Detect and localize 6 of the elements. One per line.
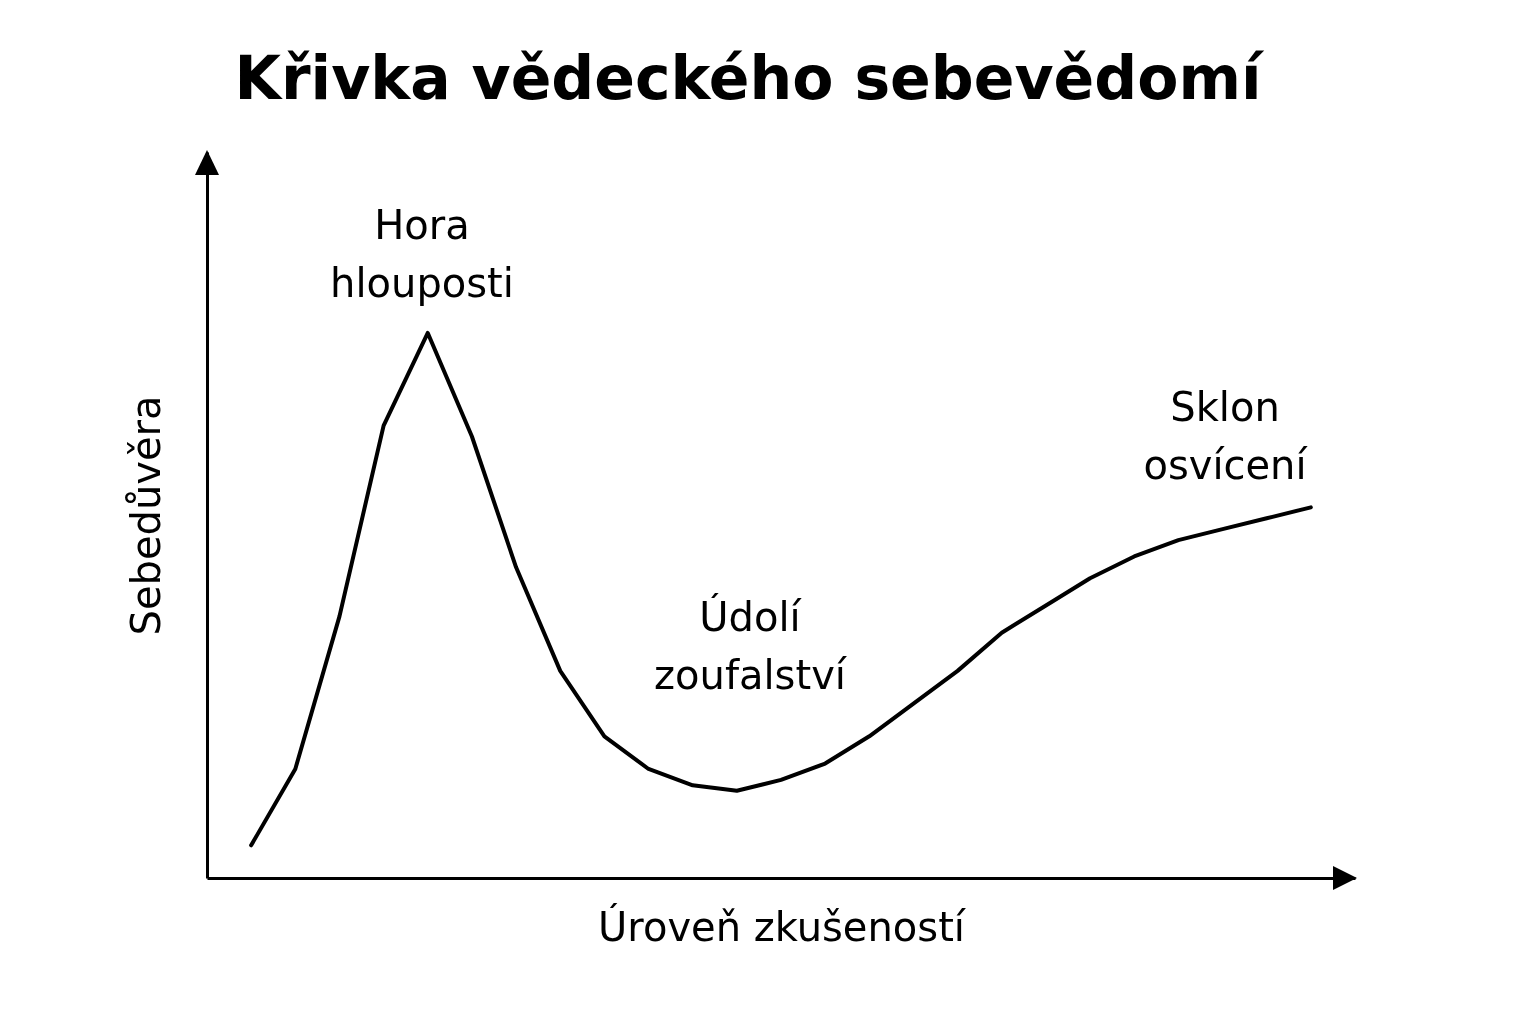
chart-title: Křivka vědeckého sebevědomí xyxy=(234,43,1265,113)
annotation: Sklon osvícení xyxy=(1143,384,1309,488)
y-axis-title: Sebedůvěra xyxy=(122,395,169,636)
annotation: Údolí zoufalství xyxy=(654,593,848,698)
text: Hora hlouposti xyxy=(330,202,514,306)
x-axis-title: Úroveň zkušeností xyxy=(598,902,967,950)
